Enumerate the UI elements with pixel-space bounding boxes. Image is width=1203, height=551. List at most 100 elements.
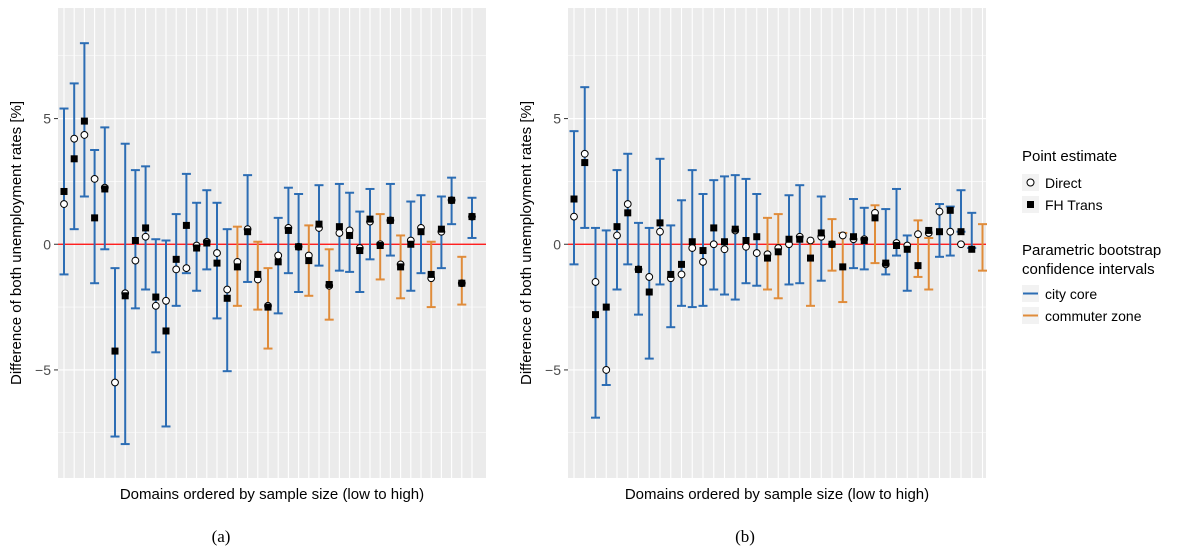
direct-point [274, 251, 283, 260]
fh-trans-point [871, 214, 879, 222]
fh-trans-point [356, 247, 364, 255]
fh-trans-point [592, 311, 599, 319]
fh-trans-point [274, 258, 282, 266]
fh-trans-point [264, 303, 272, 311]
fh-trans-point [386, 216, 394, 224]
direct-point [752, 249, 761, 257]
fh-trans-point [254, 270, 262, 278]
direct-point [141, 232, 150, 241]
direct-point [90, 175, 99, 183]
y-tick-label: 5 [43, 111, 51, 127]
direct-point [957, 240, 965, 249]
direct-point [570, 212, 578, 221]
fh-trans-point [925, 226, 933, 234]
direct-point [645, 273, 654, 281]
direct-point [223, 285, 232, 294]
fh-trans-point [417, 228, 425, 236]
fh-trans-point [213, 259, 221, 267]
fh-trans-point [70, 155, 78, 163]
fh-trans-point [635, 265, 642, 273]
confidence-interval [202, 189, 212, 271]
fh-trans-point [753, 233, 761, 241]
panel-b-background [568, 8, 986, 478]
fh-trans-point [667, 270, 675, 278]
confidence-interval [720, 175, 729, 296]
direct-point [806, 236, 815, 245]
direct-point [914, 230, 922, 239]
legend-point-title: Point estimate [1022, 148, 1117, 165]
direct-point [699, 257, 707, 266]
fh-trans-point [785, 235, 793, 243]
panel-b-y-axis-title: Difference of both unemployment rates [%… [518, 101, 535, 385]
filled-square-icon [1027, 201, 1034, 208]
fh-trans-point [346, 231, 354, 239]
panel-b-x-axis-title: Domains ordered by sample size (low to h… [625, 486, 929, 503]
panel-a-y-ticks: −5 0 5 [35, 111, 58, 378]
fh-trans-point [688, 238, 696, 246]
fh-trans-point [882, 259, 890, 267]
confidence-interval [978, 223, 987, 272]
fh-trans-point [850, 233, 857, 241]
legend: Point estimate Direct FH Trans Parametri… [1022, 148, 1161, 324]
fh-trans-point [656, 219, 664, 227]
fh-trans-point [376, 242, 384, 250]
fh-trans-point [203, 239, 211, 247]
fh-trans-point [807, 254, 814, 262]
panel-b-y-ticks: −5 0 5 [545, 111, 568, 378]
direct-point [70, 134, 79, 143]
fh-trans-point [152, 293, 160, 301]
confidence-interval [623, 152, 633, 266]
legend-label-fh-trans: FH Trans [1045, 197, 1103, 213]
fh-trans-point [839, 263, 847, 271]
direct-point [623, 200, 632, 208]
confidence-interval [924, 236, 934, 291]
direct-point [742, 242, 750, 251]
legend-item-city-core: city core [1022, 285, 1097, 302]
fh-trans-point [721, 238, 728, 246]
fh-trans-point [645, 288, 653, 296]
fh-trans-point [968, 245, 976, 253]
fh-trans-point [407, 240, 415, 248]
legend-item-commuter-zone: commuter zone [1022, 307, 1142, 324]
fh-trans-point [764, 254, 771, 262]
y-tick-label: 0 [43, 236, 51, 252]
fh-trans-point [613, 223, 621, 231]
direct-point [602, 366, 611, 374]
fh-trans-point [458, 279, 466, 287]
fh-trans-point [182, 221, 190, 229]
fh-trans-point [142, 224, 150, 232]
direct-point [709, 240, 718, 249]
fh-trans-point [448, 196, 456, 204]
direct-point [838, 231, 847, 240]
fh-trans-point [111, 347, 119, 355]
panel-a-x-axis-title: Domains ordered by sample size (low to h… [120, 486, 424, 503]
fh-trans-point [284, 226, 292, 234]
fh-trans-point [581, 159, 589, 167]
panel-a-background [58, 8, 486, 478]
fh-trans-point [914, 262, 922, 270]
fh-trans-point [233, 263, 241, 271]
fh-trans-point [699, 247, 707, 255]
confidence-interval [709, 179, 719, 291]
fh-trans-point [796, 235, 804, 243]
direct-point [151, 301, 160, 310]
confidence-interval [677, 199, 686, 307]
fh-trans-point [172, 255, 180, 263]
fh-trans-point [903, 245, 911, 253]
fh-trans-point [305, 257, 313, 265]
fh-trans-point [121, 292, 129, 300]
fh-trans-point [162, 327, 170, 335]
fh-trans-point [893, 242, 900, 250]
panel-b-caption: (b) [735, 527, 755, 546]
confidence-interval [741, 177, 751, 285]
legend-ci-title-line1: Parametric bootstrap [1022, 242, 1161, 259]
fh-trans-point [860, 236, 868, 244]
direct-point [677, 270, 686, 279]
y-tick-label: 0 [553, 236, 561, 252]
fh-trans-point [437, 225, 445, 233]
direct-point [946, 227, 955, 236]
panel-b: −5 0 5 Domains ordered by sample size (low… [518, 8, 987, 546]
confidence-interval [273, 216, 283, 315]
direct-point [591, 278, 600, 286]
